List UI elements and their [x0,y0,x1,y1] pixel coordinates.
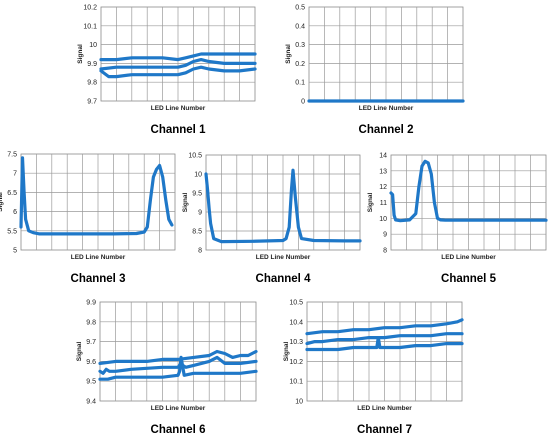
y-axis-label: Signal [283,342,290,362]
y-tick-label: 10.3 [289,339,303,346]
y-tick-label: 10.4 [289,319,303,326]
chart-title: Channel 1 [151,124,207,136]
series-line-1 [204,168,362,244]
series-line-1 [98,349,258,365]
y-tick-label: 9.8 [87,80,97,87]
y-tick-label: 10.2 [83,5,97,12]
y-tick-label: 6 [13,209,17,216]
series-line-3 [98,355,258,381]
y-tick-label: 9.4 [86,399,96,406]
chart-title: Channel 5 [441,273,497,285]
x-axis-label: LED Line Number [151,405,206,412]
y-tick-label: 11 [380,200,387,207]
y-axis-label: Signal [285,44,292,64]
x-axis-label: LED Line Number [441,254,496,261]
chart-title: Channel 2 [359,124,414,136]
y-tick-label: 9.9 [87,61,97,68]
y-axis-label: Signal [182,193,189,213]
y-tick-label: 5.5 [7,228,17,235]
y-tick-label: 9.7 [87,99,97,106]
y-tick-label: 8 [383,248,387,255]
y-tick-label: 9.7 [86,339,96,346]
series-line-1 [19,156,174,236]
chart-channel-2: 0 0.1 0.2 0.3 0.4 0.5 Signal LED Line Number Cha… [285,5,465,136]
y-tick-label: 9.5 [192,191,202,198]
x-axis-label: LED Line Number [151,105,206,112]
y-axis-label: Signal [77,44,84,64]
y-tick-label: 5 [13,248,17,255]
x-axis-label: LED Line Number [357,405,412,412]
y-tick-label: 0 [301,99,305,106]
chart-title: Channel 6 [151,424,206,436]
y-axis-label: Signal [0,192,4,212]
y-tick-label: 0.2 [295,61,305,68]
y-axis-label: Signal [76,342,83,362]
y-tick-label: 8 [198,248,202,255]
chart-title: Channel 3 [71,273,126,285]
y-tick-label: 6.5 [7,190,17,197]
chart-title: Channel 4 [256,273,312,285]
y-tick-label: 10.5 [289,300,303,307]
chart-channel-5: 8 9 10 11 12 13 14 Signal LED Line Number Channel… [367,153,548,285]
x-axis-label: LED Line Number [256,254,311,261]
y-tick-label: 10.5 [188,153,202,160]
series-line-3 [305,336,464,352]
y-tick-label: 10 [295,399,303,406]
y-tick-label: 9.8 [86,319,96,326]
y-tick-label: 9 [198,210,202,217]
y-tick-label: 10 [379,216,387,223]
chart-channel-6: 9.4 9.5 9.6 9.7 9.8 9.9 Signal LED Line Number C… [76,300,258,436]
y-tick-label: 0.4 [295,23,305,30]
chart-channel-1: 9.7 9.8 9.9 10 10.1 10.2 Signal LED Line Number… [77,5,257,136]
series-line-1 [305,318,464,336]
y-tick-label: 0.5 [295,5,305,12]
y-tick-label: 9.5 [86,379,96,386]
series-line-3 [99,65,257,79]
chart-channel-7: 10 10.1 10.2 10.3 10.4 10.5 Signal LED Line Num… [283,300,464,436]
y-tick-label: 10.1 [289,379,303,386]
y-tick-label: 0.3 [295,42,305,49]
y-tick-label: 12 [379,184,387,191]
x-axis-label: LED Line Number [359,105,414,112]
y-tick-label: 13 [379,168,387,175]
series-line-2 [99,57,257,71]
chart-title: Channel 7 [357,424,412,436]
y-tick-label: 7.5 [7,152,17,159]
chart-channel-3: 5 5.5 6 6.5 7 7.5 Signal LED Line Number Channel… [0,152,176,285]
y-axis-label: Signal [367,193,374,213]
series-line-1 [99,52,257,62]
y-tick-label: 14 [379,153,387,160]
y-tick-label: 10 [89,42,97,49]
y-tick-label: 10.1 [83,23,97,30]
y-tick-label: 9.6 [86,359,96,366]
y-tick-label: 10.2 [289,359,303,366]
y-tick-label: 7 [13,171,17,178]
y-tick-label: 10 [194,172,202,179]
y-tick-label: 9.9 [86,300,96,307]
x-axis-label: LED Line Number [71,254,126,261]
y-tick-label: 9 [383,232,387,239]
series-line-1 [389,159,548,223]
y-tick-label: 8.5 [192,229,202,236]
chart-channel-4: 8 8.5 9 9.5 10 10.5 Signal LED Line Number Chann… [182,153,362,285]
y-tick-label: 0.1 [295,80,305,87]
